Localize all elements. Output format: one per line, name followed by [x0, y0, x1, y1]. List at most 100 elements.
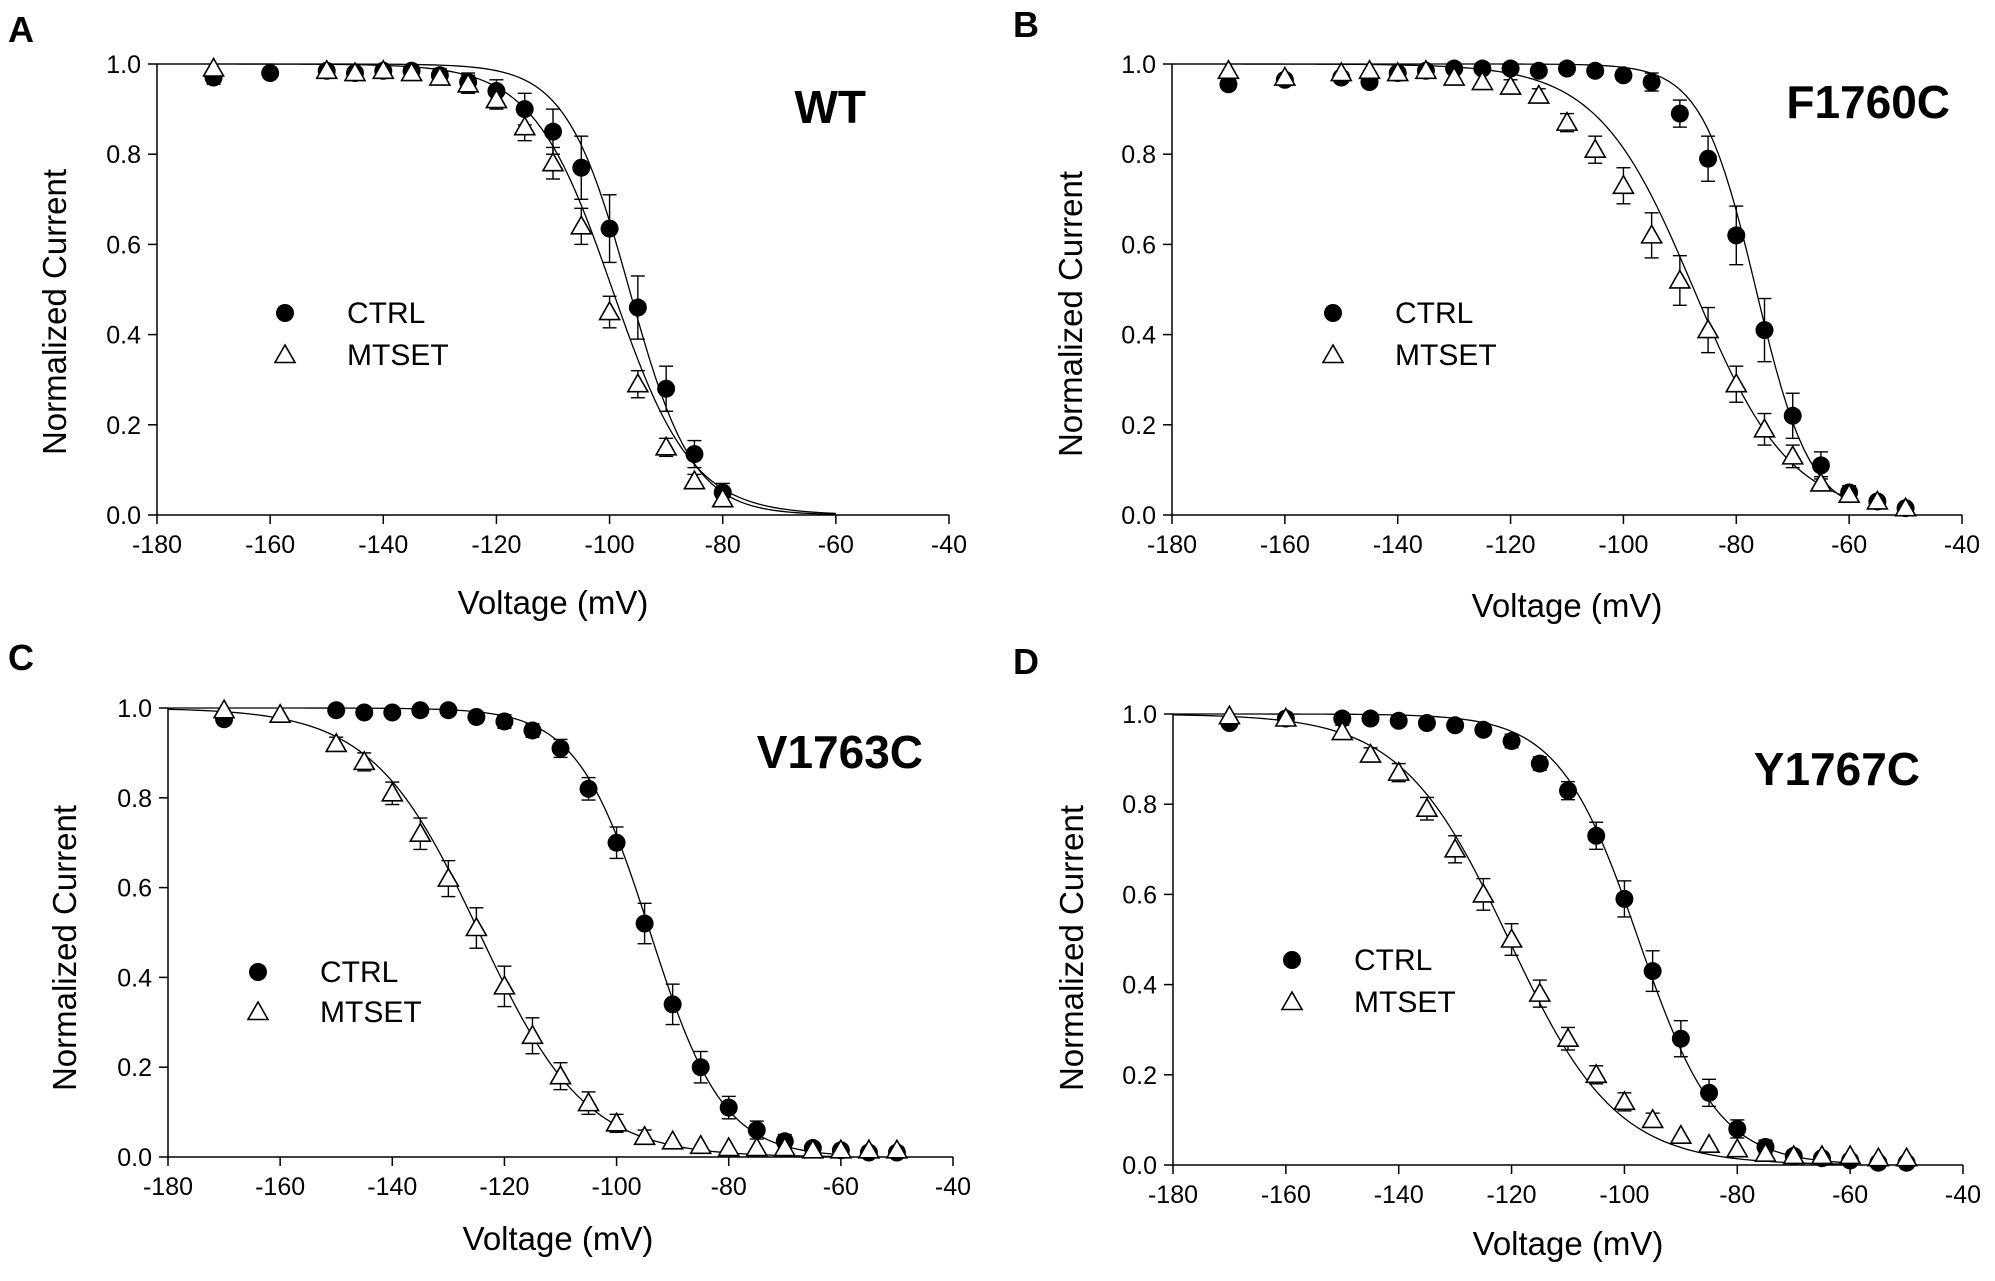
x-tick-label: -180 [132, 531, 182, 559]
x-axis-label: Voltage (mV) [1473, 1225, 1664, 1262]
mtset-point [273, 343, 297, 364]
x-tick-label: -60 [1831, 531, 1867, 559]
fit-curve-mtset [1172, 63, 1850, 499]
x-tick-label: -40 [1945, 1181, 1981, 1209]
fit-curve-mtset [167, 708, 841, 1158]
ctrl-point [719, 1098, 738, 1117]
y-tick-label: 1.0 [1122, 701, 1157, 729]
mtset-point [1809, 471, 1833, 492]
mtset-point [1499, 74, 1522, 95]
mtset-point [202, 56, 225, 77]
mtset-point [513, 115, 537, 136]
ctrl-point [1333, 709, 1352, 728]
y-tick-label: 0.8 [106, 141, 141, 169]
legend-ctrl-label: CTRL [347, 297, 425, 330]
mtset-point [1838, 1144, 1862, 1165]
mtset-point [1414, 59, 1438, 80]
ctrl-point [579, 779, 598, 798]
mtset-point [745, 1136, 769, 1157]
mtset-point [569, 214, 593, 235]
x-axis-label: Voltage (mV) [463, 1220, 654, 1257]
mtset-point [885, 1138, 909, 1159]
mtset-point [1640, 223, 1664, 244]
mtset-point [428, 65, 452, 86]
mtset-point [1527, 83, 1551, 104]
x-tick-label: -160 [245, 531, 295, 559]
ctrl-point [1283, 951, 1301, 969]
x-tick-label: -60 [818, 531, 854, 559]
mtset-point [1273, 65, 1297, 86]
ctrl-point [261, 64, 280, 83]
mtset-point [1724, 372, 1748, 393]
mtset-point [654, 435, 678, 456]
mtset-point [1697, 1133, 1721, 1154]
panel-letter: B [1013, 4, 1039, 45]
ctrl-point [1643, 962, 1662, 981]
x-tick-label: -100 [1598, 531, 1648, 559]
ctrl-point [657, 379, 676, 398]
mtset-point [577, 1091, 600, 1112]
mtset-point [1668, 268, 1692, 289]
y-tick-label: 0.2 [106, 412, 141, 440]
fit-curve-ctrl [168, 707, 841, 1156]
mtset-point [626, 372, 650, 393]
panel-a: -180 -160 -140 -120 -100 -80 -60 -40 0.0 0.2 0.4 0.… [8, 9, 967, 621]
x-tick-label: -60 [1832, 1181, 1868, 1209]
ctrl-point [355, 703, 374, 722]
mtset-point [1866, 1146, 1890, 1167]
ctrl-point [1446, 716, 1465, 735]
legend-mtset-label: MTSET [347, 339, 449, 372]
ctrl-point [1728, 1119, 1747, 1138]
y-axis-label: Normalized Current [1053, 805, 1090, 1091]
x-tick-label: -180 [143, 1173, 193, 1201]
mtset-point [1470, 70, 1494, 91]
ctrl-point [663, 995, 682, 1014]
x-axis-label: Voltage (mV) [458, 584, 649, 621]
series-mtset [1172, 704, 1918, 1167]
mtset-point [1386, 61, 1410, 82]
ctrl-point [1614, 66, 1633, 85]
mtset-point [1280, 990, 1304, 1011]
mtset-point [1810, 1144, 1834, 1165]
y-tick-label: 0.4 [1121, 322, 1156, 350]
mtset-point [1613, 1090, 1636, 1111]
mtset-point [246, 1000, 270, 1021]
mtset-point [689, 1134, 713, 1155]
ctrl-point [1642, 73, 1661, 92]
mtset-point [380, 781, 404, 802]
mtset-point [605, 1111, 628, 1132]
mtset-point [1387, 761, 1411, 781]
ctrl-point [1811, 456, 1830, 475]
y-tick-label: 0.0 [117, 1144, 152, 1172]
mtset-point [541, 151, 565, 172]
mtset-point [1274, 706, 1298, 727]
x-tick-label: -100 [1599, 1181, 1649, 1209]
ctrl-point [495, 712, 514, 731]
y-tick-label: 0.4 [106, 322, 141, 350]
series-mtset [1172, 59, 1917, 517]
legend: CTRL MTSET [246, 956, 422, 1029]
mtset-point [633, 1125, 656, 1146]
mtset-point [1555, 111, 1579, 131]
mtset-point [711, 487, 735, 508]
ctrl-point [1530, 754, 1549, 773]
y-tick-label: 0.8 [117, 785, 152, 813]
ctrl-point [249, 963, 267, 981]
panel-title: WT [794, 81, 866, 133]
mtset-point [408, 822, 432, 843]
legend: CTRL MTSET [1321, 297, 1497, 372]
ctrl-point [1586, 61, 1605, 80]
mtset-point [1837, 483, 1861, 504]
y-tick-label: 0.0 [1122, 1152, 1157, 1180]
y-axis-label: Normalized Current [36, 169, 73, 455]
legend: CTRL MTSET [273, 297, 449, 372]
mtset-point [315, 59, 339, 80]
panel-title: F1760C [1786, 76, 1950, 128]
mtset-point [1443, 837, 1467, 858]
y-tick-label: 0.6 [1122, 881, 1157, 909]
mtset-point [857, 1138, 881, 1159]
mtset-point [1471, 882, 1495, 903]
x-tick-label: -60 [823, 1173, 859, 1201]
panel-title: Y1767C [1754, 743, 1920, 795]
